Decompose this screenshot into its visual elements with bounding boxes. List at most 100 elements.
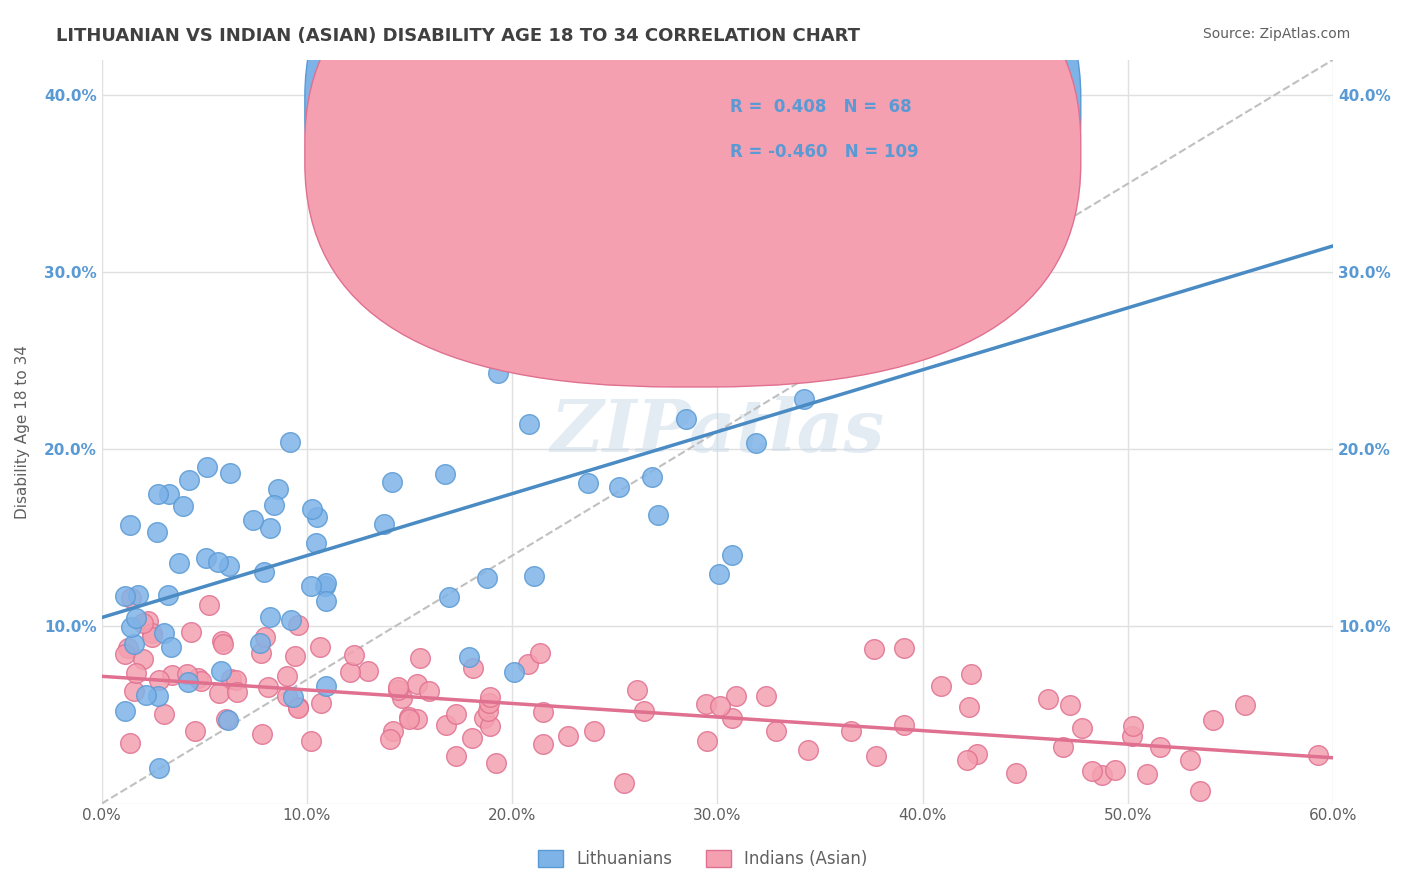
Point (865, 749, 887, 764)
Point (1121, 729, 1143, 743)
Point (531, 706, 554, 720)
Point (517, 657, 540, 672)
Point (612, 776, 634, 790)
Point (315, 575, 337, 590)
Point (477, 704, 499, 718)
Point (797, 743, 820, 757)
Point (226, 685, 249, 699)
Point (195, 459, 218, 474)
Point (387, 680, 409, 694)
Point (966, 747, 988, 762)
Point (583, 723, 606, 738)
Point (695, 698, 717, 712)
Point (893, 640, 915, 655)
Point (305, 536, 328, 550)
Text: Source: ZipAtlas.com: Source: ZipAtlas.com (1202, 27, 1350, 41)
Text: ZIPatlas: ZIPatlas (550, 396, 884, 467)
Point (409, 651, 432, 665)
Point (118, 518, 141, 533)
Point (254, 630, 277, 644)
Point (218, 466, 240, 480)
Point (215, 712, 238, 726)
Point (122, 683, 145, 698)
Point (759, 357, 782, 371)
Point (478, 696, 501, 710)
Point (434, 467, 457, 482)
Point (1104, 763, 1126, 777)
Point (531, 738, 554, 752)
Point (187, 671, 209, 685)
FancyBboxPatch shape (305, 0, 1081, 343)
Point (1149, 739, 1171, 754)
Point (207, 555, 229, 569)
Point (120, 736, 142, 750)
Point (529, 646, 551, 660)
Point (267, 482, 290, 496)
Point (146, 487, 169, 501)
Point (626, 683, 648, 698)
Point (120, 620, 142, 634)
Point (444, 748, 467, 763)
FancyBboxPatch shape (305, 0, 1081, 387)
Point (287, 700, 309, 714)
Point (146, 524, 169, 539)
Point (458, 650, 481, 665)
Point (180, 625, 202, 640)
Point (418, 684, 440, 698)
Text: R = -0.460   N = 109: R = -0.460 N = 109 (730, 143, 918, 161)
Point (380, 732, 402, 747)
FancyBboxPatch shape (650, 74, 1043, 186)
Text: R =  0.408   N =  68: R = 0.408 N = 68 (730, 98, 911, 116)
Point (177, 675, 200, 690)
Point (209, 664, 232, 678)
Point (1178, 753, 1201, 767)
Legend: Lithuanians, Indians (Asian): Lithuanians, Indians (Asian) (531, 843, 875, 875)
Point (172, 499, 194, 513)
Point (308, 640, 330, 655)
Point (127, 588, 149, 602)
Point (1091, 768, 1114, 782)
Point (219, 672, 242, 686)
Point (707, 566, 730, 581)
Point (1059, 698, 1081, 713)
Point (179, 473, 201, 487)
Point (381, 475, 404, 489)
Point (893, 718, 915, 732)
Point (461, 731, 484, 745)
Point (157, 487, 180, 501)
Point (607, 480, 630, 494)
Point (463, 661, 485, 675)
Point (716, 324, 738, 338)
Point (1081, 764, 1104, 779)
Point (305, 510, 328, 524)
Point (125, 665, 148, 680)
Point (136, 614, 159, 628)
Point (217, 713, 239, 727)
Point (263, 498, 285, 512)
Point (557, 729, 579, 743)
Point (641, 470, 664, 484)
Point (486, 366, 509, 380)
Point (1233, 698, 1256, 713)
Point (148, 689, 170, 703)
Point (159, 640, 181, 655)
Point (446, 706, 468, 721)
Point (252, 726, 274, 740)
Point (124, 637, 146, 651)
Point (793, 392, 815, 407)
Point (382, 724, 405, 739)
Point (765, 724, 787, 739)
Point (437, 591, 460, 605)
Point (253, 565, 276, 579)
Point (709, 698, 731, 713)
Point (721, 710, 744, 724)
Point (1005, 766, 1028, 780)
Point (960, 666, 983, 681)
Point (311, 696, 333, 710)
Point (148, 673, 170, 687)
Point (633, 704, 655, 718)
Point (276, 689, 298, 703)
Point (675, 412, 697, 426)
Point (259, 609, 281, 624)
Point (434, 718, 457, 732)
